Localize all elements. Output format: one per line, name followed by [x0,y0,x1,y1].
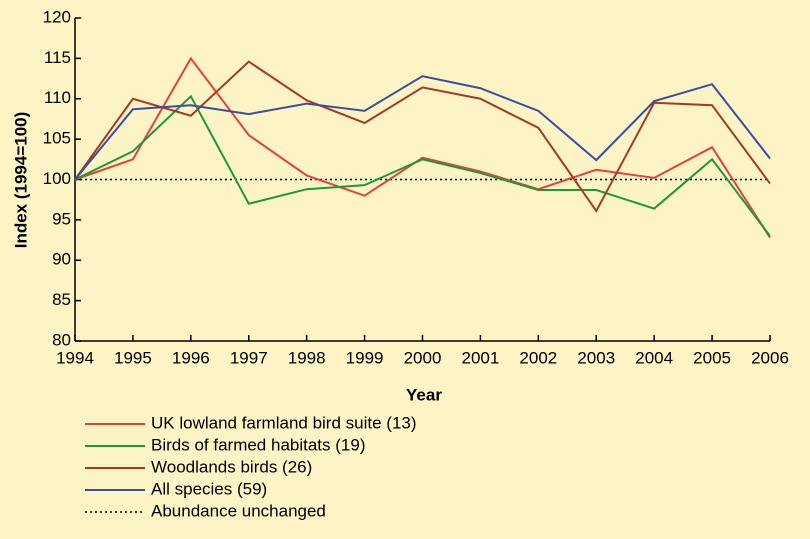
y-axis-label: Index (1994=100) [11,112,30,249]
series-line [74,94,771,237]
x-tick-label: 1999 [346,348,384,367]
y-tick-label: 110 [44,88,71,107]
y-tick-label: 95 [52,209,71,228]
series-line [74,60,771,213]
y-tick-label: 105 [43,129,71,148]
x-tick-label: 2001 [462,348,500,367]
y-tick-label: 90 [52,250,71,269]
y-tick-label: 100 [43,169,71,188]
y-tick-label: 115 [44,48,71,67]
x-tick-label: 1994 [56,348,94,367]
legend-label: UK lowland farmland bird suite (13) [151,413,417,432]
x-tick-label: 2005 [693,348,731,367]
x-tick-label: 2003 [577,348,615,367]
y-tick-label: 120 [43,7,71,26]
x-tick-label: 2002 [519,348,557,367]
x-tick-label: 1998 [288,348,326,367]
legend-label: Birds of farmed habitats (19) [151,435,365,454]
x-tick-label: 1995 [114,348,152,367]
y-tick-label: 85 [52,290,71,309]
y-tick-label: 80 [52,330,71,349]
x-tick-label: 1996 [172,348,210,367]
x-tick-label: 2000 [404,348,442,367]
x-tick-label: 2004 [635,348,673,367]
x-tick-label: 1997 [230,348,268,367]
legend-label: Woodlands birds (26) [151,457,312,476]
series-line [74,56,771,239]
legend-label: All species (59) [151,479,267,498]
series-line [74,75,771,181]
x-tick-label: 2006 [751,348,789,367]
legend-label: Abundance unchanged [151,501,326,520]
x-axis-label: Year [406,385,442,404]
